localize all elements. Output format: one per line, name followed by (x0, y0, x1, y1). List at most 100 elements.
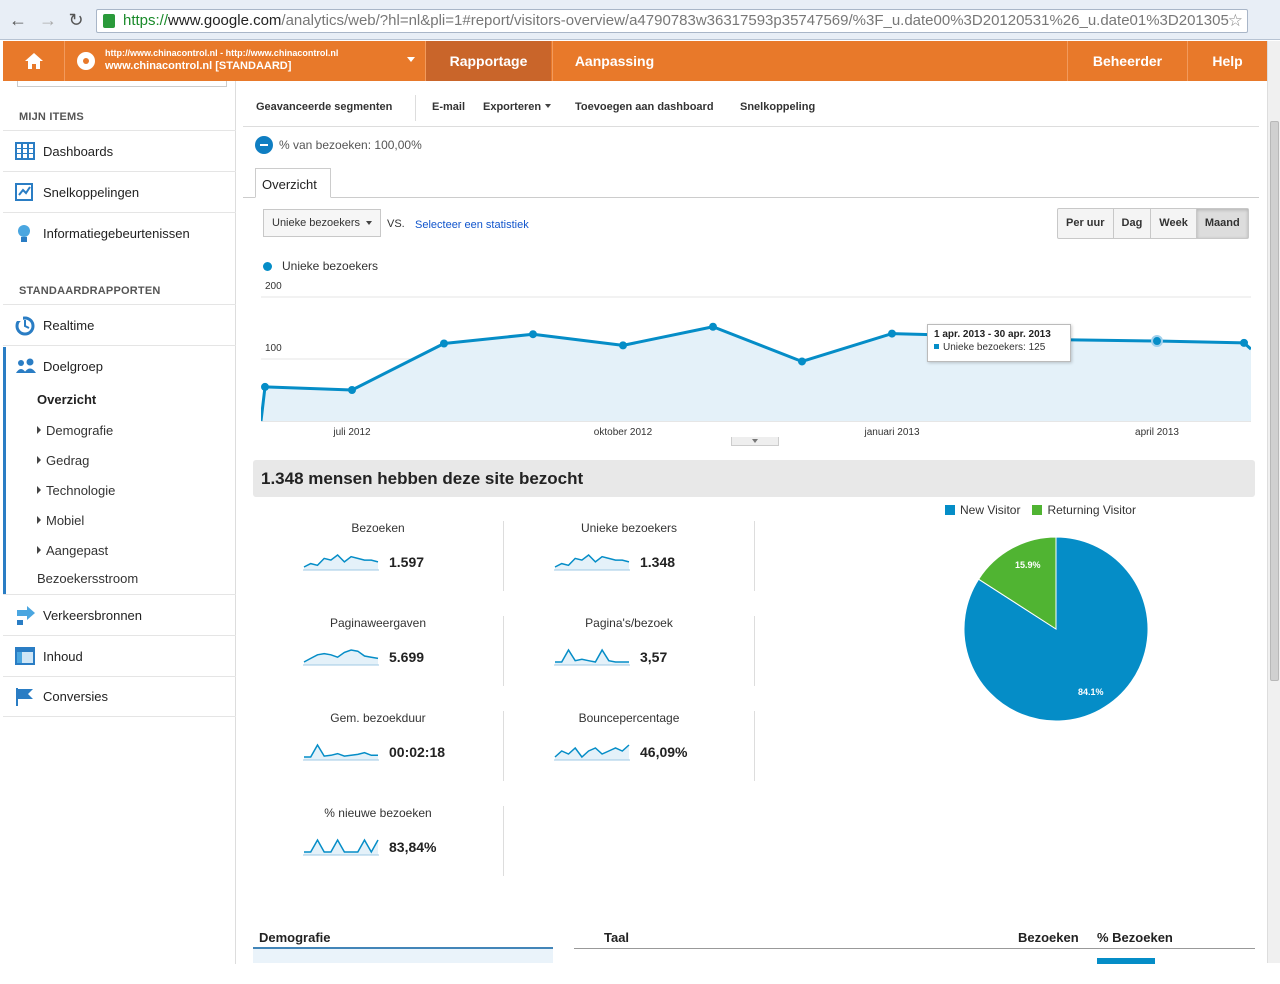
metric-cell[interactable]: Unieke bezoekers 1.348 (504, 521, 754, 591)
sidebar-item-events[interactable]: Informatiegebeurtenissen (3, 212, 236, 253)
period-button-dag[interactable]: Dag (1112, 209, 1151, 238)
pie-chart[interactable] (963, 536, 1149, 722)
sidebar-item-conversions[interactable]: Conversies (3, 676, 236, 717)
sidebar-item-label: Inhoud (43, 648, 83, 664)
tab-rapportage[interactable]: Rapportage (425, 41, 551, 81)
lock-icon (103, 14, 115, 28)
line-chart[interactable]: 200 100 juli 2012 oktober 2012 januari 2013 a… (261, 277, 1251, 447)
reload-icon[interactable]: ↻ (68, 10, 84, 30)
vertical-scrollbar[interactable] (1267, 41, 1280, 963)
tab-overview[interactable]: Overzicht (255, 168, 331, 198)
x-tick-label: januari 2013 (863, 427, 919, 438)
metric-value: 83,84% (389, 839, 437, 855)
chart-expand-handle[interactable] (731, 437, 779, 446)
data-point[interactable] (348, 386, 356, 394)
metric-divider (503, 806, 504, 876)
scrollbar-thumb[interactable] (1270, 121, 1279, 681)
y-tick-label: 100 (265, 343, 282, 354)
profile-selector[interactable]: http://www.chinacontrol.nl - http://www.… (65, 41, 425, 81)
data-point[interactable] (798, 357, 806, 366)
sidebar-item-label: Realtime (43, 317, 95, 333)
home-button[interactable] (3, 41, 65, 81)
period-button-maand[interactable]: Maand (1195, 209, 1248, 238)
sparkline-line (303, 649, 379, 663)
export-button[interactable]: Exporteren (483, 101, 552, 113)
lightbulb-icon (15, 224, 35, 242)
data-point[interactable] (440, 339, 448, 348)
metric-divider (754, 711, 755, 781)
advanced-segments-button[interactable]: Geavanceerde segmenten (256, 101, 393, 113)
period-button-week[interactable]: Week (1150, 209, 1196, 238)
sidebar-item-audience[interactable]: Doelgroep (3, 345, 236, 386)
content-icon (15, 647, 35, 665)
forward-icon[interactable]: → (39, 10, 57, 30)
sidebar-item-label: Dashboards (43, 143, 114, 159)
metric-value: 1.597 (389, 554, 425, 570)
sidebar-subitem-visitors-flow[interactable]: Bezoekersstroom (37, 571, 139, 586)
pie-slice[interactable] (977, 536, 1057, 630)
metric-select[interactable]: Unieke bezoekers (263, 209, 381, 237)
metric-cell[interactable]: Paginaweergaven 5.699 (253, 616, 503, 686)
legend-label: Unieke bezoekers (282, 259, 379, 273)
data-point[interactable] (1240, 338, 1248, 347)
pie-label-returning: 15.9% (1015, 560, 1041, 570)
sidebar-subitem-demographics[interactable]: Demografie (37, 423, 113, 438)
metric-cell[interactable]: % nieuwe bezoeken 83,84% (253, 806, 503, 876)
main-content: Geavanceerde segmenten E-mail Exporteren… (243, 81, 1267, 964)
metric-cell[interactable]: Bezoeken 1.597 (253, 521, 503, 591)
series-line (261, 325, 1251, 422)
data-point[interactable] (1151, 335, 1163, 348)
browser-toolbar: ← → ↻ https://www.google.com/analytics/w… (0, 0, 1280, 40)
bookmark-star-icon[interactable]: ☆ (1227, 11, 1243, 30)
metric-cell[interactable]: Gem. bezoekduur 00:02:18 (253, 711, 503, 781)
data-point[interactable] (529, 330, 537, 339)
sidebar-subitem-custom[interactable]: Aangepast (37, 543, 108, 558)
tab-beheerder[interactable]: Beheerder (1067, 41, 1187, 81)
email-button[interactable]: E-mail (432, 101, 466, 113)
sidebar-subitem-mobile[interactable]: Mobiel (37, 513, 84, 528)
data-point[interactable] (709, 322, 717, 331)
sidebar-item-shortcuts[interactable]: Snelkoppelingen (3, 171, 236, 212)
people-icon (15, 357, 36, 375)
section-my-items: MIJN ITEMS (19, 111, 84, 123)
back-icon[interactable]: ← (9, 10, 27, 30)
sidebar-subitem-technology[interactable]: Technologie (37, 483, 115, 498)
select-statistic-link[interactable]: Selecteer een statistiek (415, 219, 529, 231)
tab-help[interactable]: Help (1187, 41, 1267, 81)
data-point[interactable] (619, 341, 627, 350)
sidebar-subitem-overview[interactable]: Overzicht (37, 392, 97, 407)
sparkline-area (304, 745, 378, 760)
metric-select-value: Unieke bezoekers (272, 217, 361, 229)
metric-name: Bezoeken (351, 521, 405, 535)
metric-divider (754, 616, 755, 686)
tab-aanpassing[interactable]: Aanpassing (552, 41, 676, 81)
metric-divider (503, 711, 504, 781)
metric-cell[interactable]: Bouncepercentage 46,09% (504, 711, 754, 781)
metric-name: % nieuwe bezoeken (324, 806, 432, 820)
sidebar-item-traffic-sources[interactable]: Verkeersbronnen (3, 594, 236, 635)
sidebar-item-label: Informatiegebeurtenissen (43, 225, 190, 241)
sidebar-item-dashboards[interactable]: Dashboards (3, 130, 236, 171)
data-point[interactable] (888, 329, 896, 338)
sidebar-item-content[interactable]: Inhoud (3, 635, 236, 676)
shortcut-button[interactable]: Snelkoppeling (740, 101, 816, 113)
address-bar[interactable]: https://www.google.com/analytics/web/?hl… (96, 9, 1248, 33)
segment-indicator[interactable]: % van bezoeken: 100,00% (255, 136, 422, 154)
add-to-dashboard-button[interactable]: Toevoegen aan dashboard (575, 101, 714, 113)
table-row[interactable] (253, 949, 553, 963)
sparkline-area (304, 555, 378, 570)
sidebar-subitem-behavior[interactable]: Gedrag (37, 453, 89, 468)
metric-value: 3,57 (640, 649, 668, 665)
metric-cell[interactable]: Pagina's/bezoek 3,57 (504, 616, 754, 686)
sidebar-item-realtime[interactable]: Realtime (3, 304, 236, 345)
data-point[interactable] (261, 382, 269, 391)
section-standard-reports: STANDAARDRAPPORTEN (19, 285, 161, 297)
tooltip-title: 1 apr. 2013 - 30 apr. 2013 (934, 329, 1051, 340)
tooltip-row: Unieke bezoekers: 125 (934, 342, 1064, 353)
period-button-per-uur[interactable]: Per uur (1066, 217, 1105, 229)
legend-swatch (945, 505, 955, 515)
legend-label: Returning Visitor (1047, 503, 1136, 517)
summary-heading: 1.348 mensen hebben deze site bezocht (253, 460, 1255, 497)
sparkline (303, 838, 379, 856)
sidebar-search[interactable] (17, 81, 227, 87)
